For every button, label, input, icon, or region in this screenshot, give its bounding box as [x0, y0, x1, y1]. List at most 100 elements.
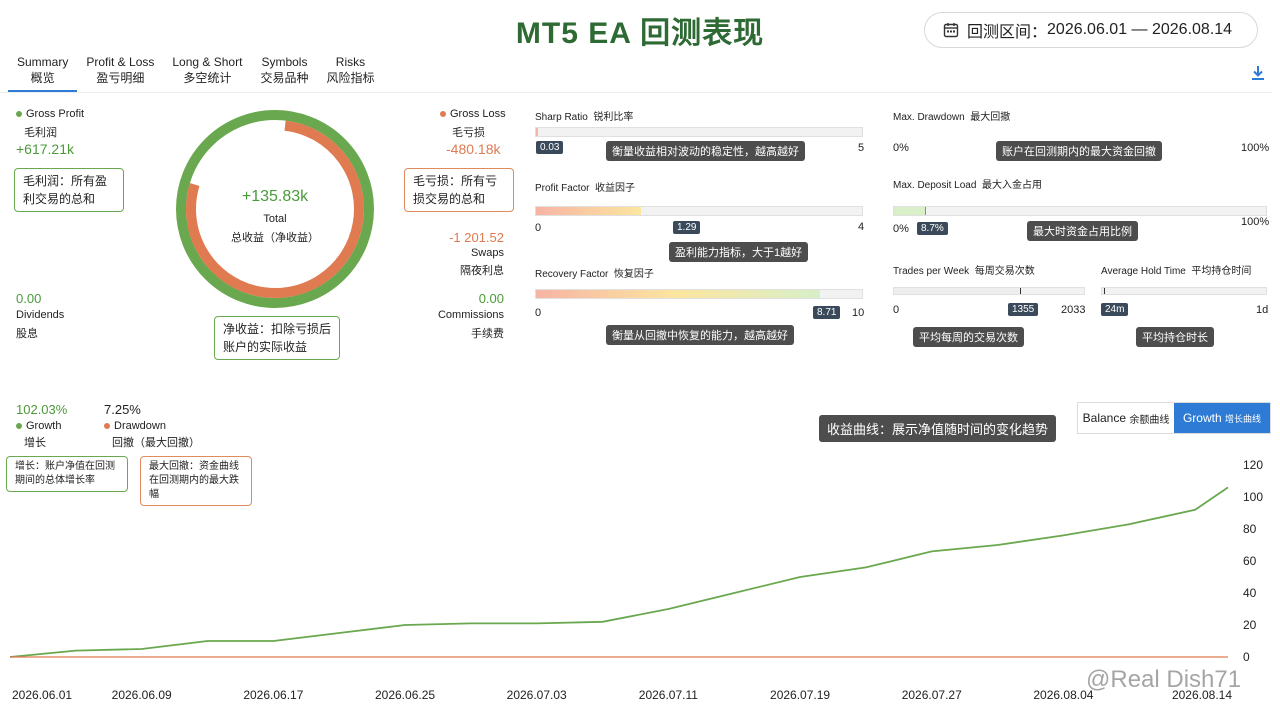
- dividends-value: 0.00: [16, 291, 42, 306]
- y-tick-label: 40: [1243, 586, 1257, 600]
- hold-time-max: 1d: [1256, 304, 1269, 316]
- deposit-load-tip: 最大时资金占用比例: [1027, 221, 1138, 241]
- growth-value: 102.03%: [16, 402, 68, 417]
- download-icon[interactable]: [1250, 64, 1266, 82]
- gross-loss-label: Gross Loss: [440, 108, 506, 120]
- balance-toggle-button[interactable]: Balance 余额曲线: [1082, 411, 1170, 426]
- date-range-picker[interactable]: 回测区间： 2026.06.01 — 2026.08.14: [924, 12, 1258, 48]
- trades-week-tip: 平均每周的交易次数: [913, 327, 1024, 347]
- drawdown-label: Drawdown: [104, 420, 166, 432]
- y-tick-label: 20: [1243, 618, 1257, 632]
- max-drawdown-max: 100%: [1241, 142, 1270, 154]
- growth-toggle-button[interactable]: Growth 增长曲线: [1174, 403, 1270, 433]
- curve-tip: 收益曲线：展示净值随时间的变化趋势: [819, 415, 1057, 442]
- growth-label: Growth: [16, 420, 61, 432]
- profit-factor-max: 4: [858, 221, 865, 233]
- green-dot-icon: [16, 423, 22, 430]
- y-tick-label: 80: [1243, 522, 1257, 536]
- hold-time-value: 24m: [1101, 303, 1129, 316]
- deposit-load-min: 0%: [893, 223, 909, 235]
- total-zh: 总收益（净收益）: [231, 232, 319, 244]
- gross-loss-zh: 毛亏损: [452, 127, 485, 139]
- x-tick-label: 2026.06.17: [243, 688, 303, 702]
- total-note: 净收益：扣除亏损后账户的实际收益: [214, 316, 340, 360]
- net-profit-donut: [176, 110, 374, 308]
- y-tick-label: 0: [1243, 650, 1250, 664]
- deposit-load-gauge: [893, 206, 1267, 216]
- tab-profit-loss[interactable]: Profit & Loss 盈亏明细: [86, 55, 155, 85]
- x-tick-label: 2026.06.25: [375, 688, 435, 702]
- trades-week-min: 0: [893, 304, 900, 316]
- gross-profit-note: 毛利润：所有盈利交易的总和: [14, 168, 124, 212]
- tab-summary[interactable]: Summary 概览: [8, 54, 78, 92]
- tab-symbols[interactable]: Symbols 交易品种: [260, 55, 309, 85]
- x-tick-label: 2026.06.01: [12, 688, 72, 702]
- commissions-zh: 手续费: [471, 328, 504, 340]
- growth-chart: 0 20 40 60 80 100 120 2026.06.01 2026.06.09 2026.…: [9, 458, 1263, 702]
- total-value: +135.83k: [241, 188, 309, 205]
- sharp-ratio-gauge: [535, 127, 863, 137]
- drawdown-note: 最大回撤：资金曲线在回测期内的最大跌幅: [140, 456, 252, 506]
- x-tick-label: 2026.07.19: [770, 688, 830, 702]
- deposit-load-max: 100%: [1241, 216, 1270, 228]
- x-tick-label: 2026.08.14: [1172, 688, 1232, 702]
- curve-toggle: Balance 余额曲线 Growth 增长曲线: [1077, 402, 1271, 434]
- trades-week-label: Trades per Week 每周交易次数: [893, 266, 1035, 277]
- growth-note: 增长：账户净值在回测期间的总体增长率: [6, 456, 128, 492]
- green-dot-icon: [16, 111, 22, 118]
- commissions-label: Commissions: [437, 309, 504, 321]
- profit-factor-label: Profit Factor 收益因子: [535, 183, 636, 194]
- deposit-load-label: Max. Deposit Load 最大入金占用: [893, 180, 1042, 191]
- tab-risks[interactable]: Risks 风险指标: [326, 55, 375, 85]
- recovery-factor-max: 10: [852, 307, 865, 319]
- gross-loss-value: -480.18k: [446, 141, 501, 157]
- sharp-ratio-label: Sharp Ratio 锐利比率: [535, 112, 634, 123]
- watermark-text: @Real Dish71: [1086, 666, 1242, 693]
- calendar-icon: [943, 23, 959, 38]
- gross-profit-value: +617.21k: [16, 141, 74, 157]
- y-tick-label: 100: [1243, 490, 1263, 504]
- drawdown-zh: 回撤（最大回撤）: [112, 437, 200, 449]
- date-range-label: 回测区间：: [967, 24, 1048, 41]
- x-tick-label: 2026.07.03: [507, 688, 567, 702]
- total-label: Total: [263, 213, 287, 225]
- growth-series-line: [9, 486, 1229, 658]
- swaps-value: -1 201.52: [449, 230, 504, 245]
- profit-factor-gauge: [535, 206, 863, 216]
- profit-factor-tip: 盈利能力指标，大于1越好: [669, 242, 809, 262]
- tab-long-short[interactable]: Long & Short 多空统计: [172, 55, 243, 85]
- growth-zh: 增长: [24, 437, 46, 449]
- orange-dot-icon: [104, 423, 110, 430]
- sharp-ratio-max: 5: [858, 142, 865, 154]
- y-tick-label: 60: [1243, 554, 1257, 568]
- max-drawdown-tip: 账户在回测期内的最大资金回撤: [996, 141, 1162, 161]
- x-tick-label: 2026.07.27: [902, 688, 962, 702]
- hold-time-gauge: [1101, 287, 1267, 295]
- hold-time-tip: 平均持仓时长: [1136, 327, 1214, 347]
- trades-week-value: 1355: [1008, 303, 1039, 316]
- recovery-factor-value: 8.71: [813, 306, 841, 319]
- gross-profit-zh: 毛利润: [24, 127, 57, 139]
- profit-factor-min: 0: [535, 222, 542, 234]
- page-title: MT5 EA 回测表现: [515, 17, 765, 50]
- orange-dot-icon: [440, 111, 446, 118]
- sharp-ratio-tip: 衡量收益相对波动的稳定性，越高越好: [606, 141, 805, 161]
- max-drawdown-label: Max. Drawdown 最大回撤: [893, 112, 1011, 123]
- profit-factor-value: 1.29: [673, 221, 701, 234]
- x-tick-label: 2026.08.04: [1033, 688, 1093, 702]
- commissions-value: 0.00: [478, 291, 504, 306]
- trades-week-max: 2033: [1061, 304, 1086, 316]
- hold-time-label: Average Hold Time 平均持仓时间: [1101, 266, 1252, 277]
- sharp-ratio-value: 0.03: [536, 141, 564, 154]
- x-tick-label: 2026.06.09: [112, 688, 172, 702]
- recovery-factor-label: Recovery Factor 恢复因子: [535, 269, 654, 280]
- swaps-zh: 隔夜利息: [460, 265, 504, 277]
- max-drawdown-min: 0%: [893, 142, 909, 154]
- trades-week-gauge: [893, 287, 1085, 295]
- date-range-value: 2026.06.01 — 2026.08.14: [1047, 21, 1233, 38]
- deposit-load-value: 8.7%: [917, 222, 948, 235]
- x-tick-label: 2026.07.11: [639, 688, 698, 702]
- swaps-label: Swaps: [470, 247, 504, 259]
- dividends-label: Dividends: [16, 309, 65, 321]
- dividends-zh: 股息: [16, 328, 38, 340]
